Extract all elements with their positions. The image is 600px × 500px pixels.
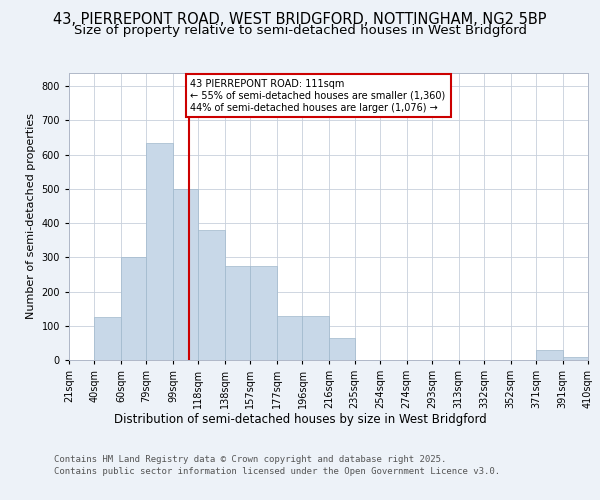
Bar [563,356,588,360]
Text: 43 PIERREPONT ROAD: 111sqm
← 55% of semi-detached houses are smaller (1,360)
44%: 43 PIERREPONT ROAD: 111sqm ← 55% of semi… [190,80,446,112]
Bar [329,338,355,360]
Bar [588,358,600,360]
Bar [199,230,225,360]
Bar [250,266,277,360]
Text: Distribution of semi-detached houses by size in West Bridgford: Distribution of semi-detached houses by … [113,412,487,426]
Y-axis label: Number of semi-detached properties: Number of semi-detached properties [26,114,36,320]
Bar [173,189,199,360]
Text: Contains public sector information licensed under the Open Government Licence v3: Contains public sector information licen… [54,468,500,476]
Bar [277,316,302,360]
Bar [302,316,329,360]
Bar [146,142,173,360]
Bar [225,266,250,360]
Text: Contains HM Land Registry data © Crown copyright and database right 2025.: Contains HM Land Registry data © Crown c… [54,455,446,464]
Text: Size of property relative to semi-detached houses in West Bridgford: Size of property relative to semi-detach… [74,24,527,37]
Bar [94,317,121,360]
Bar [121,258,146,360]
Text: 43, PIERREPONT ROAD, WEST BRIDGFORD, NOTTINGHAM, NG2 5BP: 43, PIERREPONT ROAD, WEST BRIDGFORD, NOT… [53,12,547,28]
Bar [536,350,563,360]
